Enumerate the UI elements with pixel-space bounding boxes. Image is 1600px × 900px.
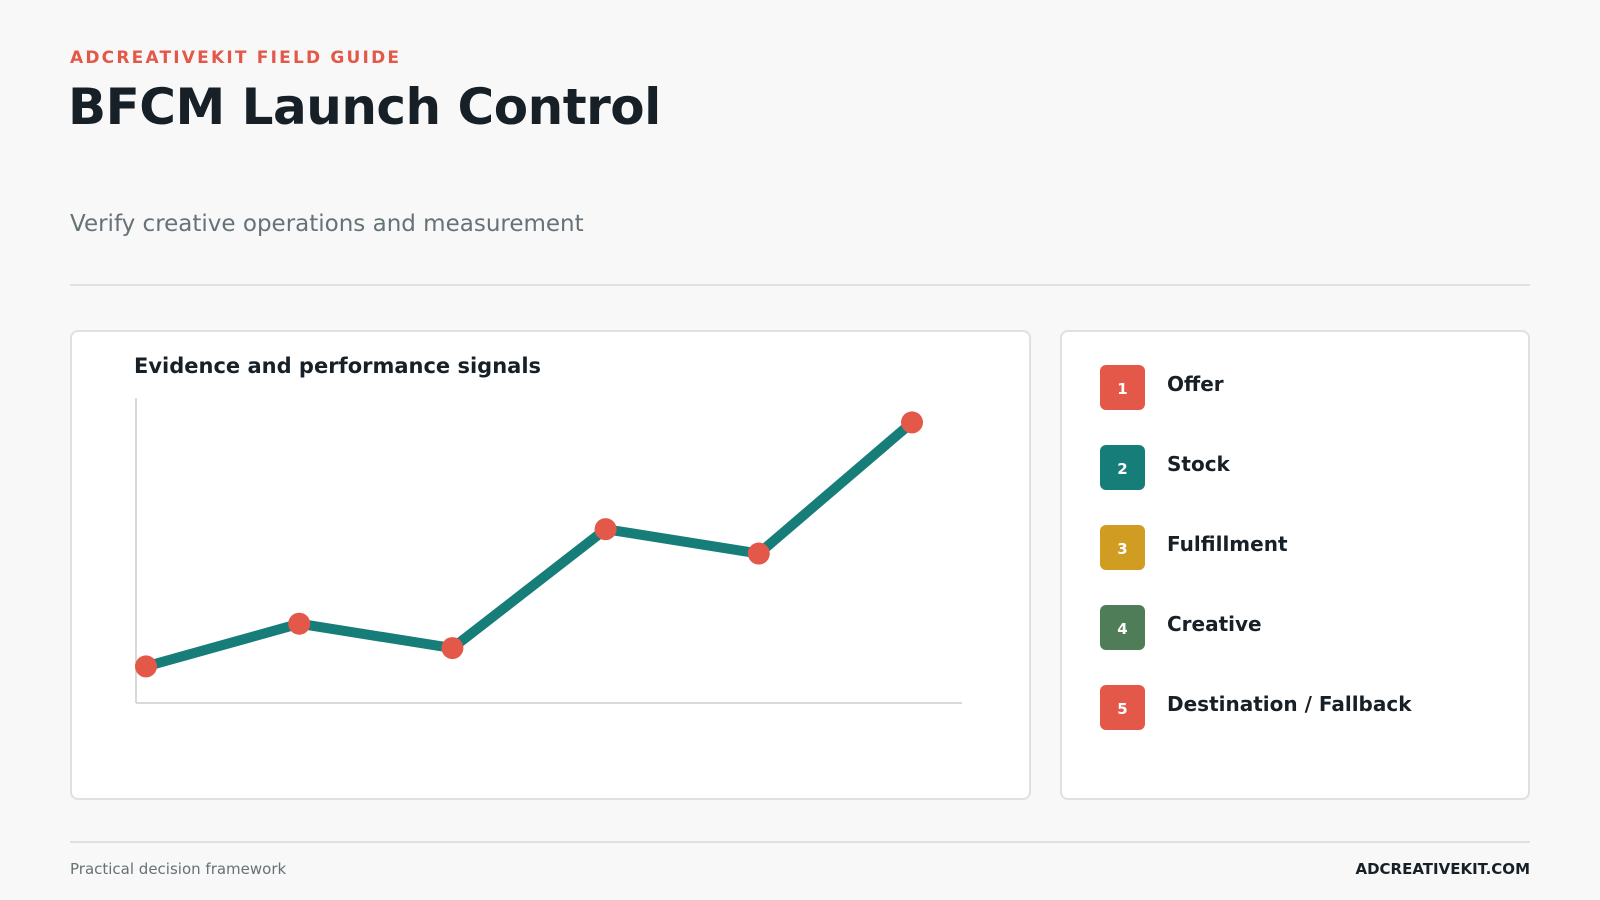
- series-line: [141, 417, 917, 672]
- page-title: BFCM Launch Control: [68, 78, 661, 136]
- data-point-5: [747, 542, 770, 565]
- data-point-4: [594, 518, 617, 541]
- chart-card: Evidence and performance signals: [70, 330, 1031, 800]
- legend-label: Offer: [1167, 372, 1224, 396]
- top-divider: [70, 284, 1530, 286]
- data-point-1: [135, 655, 157, 678]
- legend-badge: 3: [1100, 524, 1145, 570]
- legend-item-destination-fallback: 5 Destination / Fallback: [1100, 684, 1520, 730]
- legend-label: Creative: [1167, 612, 1262, 636]
- legend-label: Destination / Fallback: [1167, 692, 1412, 716]
- legend-item-offer: 1 Offer: [1100, 364, 1520, 410]
- eyebrow-label: ADCREATIVEKIT FIELD GUIDE: [70, 48, 402, 68]
- legend-label: Stock: [1167, 452, 1230, 476]
- legend-item-creative: 4 Creative: [1100, 604, 1520, 650]
- footer-tagline: Practical decision framework: [70, 860, 287, 878]
- legend-item-fulfillment: 3 Fulfillment: [1100, 524, 1520, 570]
- legend-badge: 4: [1100, 604, 1145, 650]
- legend-badge: 2: [1100, 444, 1145, 490]
- legend-badge: 1: [1100, 364, 1145, 410]
- footer-site-link[interactable]: ADCREATIVEKIT.COM: [1355, 860, 1530, 878]
- data-point-3: [441, 637, 464, 660]
- legend-card: 1 Offer 2 Stock 3 Fulfillment 4 Creative…: [1060, 330, 1530, 800]
- chart-title: Evidence and performance signals: [134, 354, 542, 378]
- series-points: [135, 411, 923, 678]
- legend-item-stock: 2 Stock: [1100, 444, 1520, 490]
- line-chart: [135, 398, 962, 704]
- bottom-divider: [70, 841, 1530, 843]
- page-subtitle: Verify creative operations and measureme…: [70, 211, 584, 237]
- legend-badge: 5: [1100, 684, 1145, 730]
- legend-label: Fulfillment: [1167, 532, 1288, 556]
- data-point-6: [901, 411, 923, 434]
- data-point-2: [288, 612, 311, 635]
